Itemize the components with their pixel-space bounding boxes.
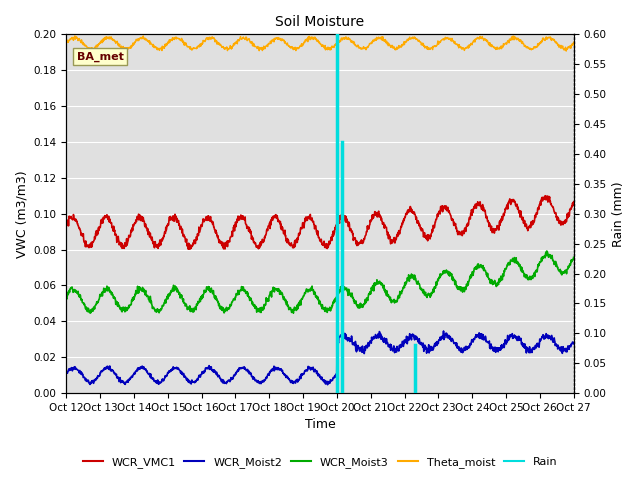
Legend: WCR_VMC1, WCR_Moist2, WCR_Moist3, Theta_moist, Rain: WCR_VMC1, WCR_Moist2, WCR_Moist3, Theta_… <box>78 452 562 472</box>
Title: Soil Moisture: Soil Moisture <box>275 15 365 29</box>
Y-axis label: VWC (m3/m3): VWC (m3/m3) <box>15 170 28 258</box>
Text: BA_met: BA_met <box>77 51 124 62</box>
Y-axis label: Rain (mm): Rain (mm) <box>612 181 625 247</box>
X-axis label: Time: Time <box>305 419 335 432</box>
